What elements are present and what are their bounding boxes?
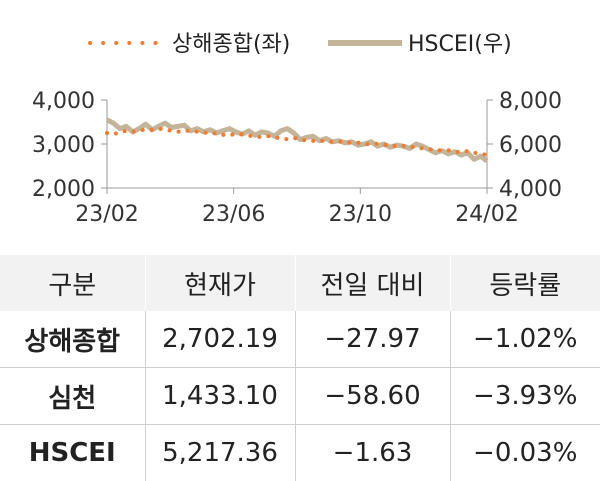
row-name: 상해종합 xyxy=(0,311,145,368)
row-rate: −3.93% xyxy=(450,368,600,425)
row-change: −58.60 xyxy=(295,368,450,425)
line-chart: 상해종합(좌) HSCEI(우) 2,000 3,000 4,000 4,000 6,000… xyxy=(0,0,600,250)
table-row: HSCEI 5,217.36 −1.63 −0.03% xyxy=(0,425,600,481)
header-category: 구분 xyxy=(0,255,145,311)
row-change: −1.63 xyxy=(295,425,450,481)
header-current-price: 현재가 xyxy=(145,255,295,311)
series-line-hscei xyxy=(107,120,487,161)
row-name: 심천 xyxy=(0,368,145,425)
row-change: −27.97 xyxy=(295,311,450,368)
y-left-tick-label: 2,000 xyxy=(32,177,95,202)
header-change: 전일 대비 xyxy=(295,255,450,311)
row-price: 1,433.10 xyxy=(145,368,295,425)
row-name: HSCEI xyxy=(0,425,145,481)
index-table: 구분 현재가 전일 대비 등락률 상해종합 2,702.19 −27.97 −1… xyxy=(0,255,600,481)
row-rate: −1.02% xyxy=(450,311,600,368)
row-price: 5,217.36 xyxy=(145,425,295,481)
series-line-shanghai xyxy=(107,129,487,155)
y-right-tick-label: 6,000 xyxy=(499,133,562,158)
y-right-tick-label: 8,000 xyxy=(499,89,562,114)
table-row: 심천 1,433.10 −58.60 −3.93% xyxy=(0,368,600,425)
row-price: 2,702.19 xyxy=(145,311,295,368)
table-row: 상해종합 2,702.19 −27.97 −1.02% xyxy=(0,311,600,368)
x-tick-label: 23/02 xyxy=(75,202,138,227)
y-left-tick-label: 4,000 xyxy=(32,89,95,114)
y-right-tick-label: 4,000 xyxy=(499,177,562,202)
legend-label-hscei: HSCEI(우) xyxy=(408,32,512,57)
y-left-tick-label: 3,000 xyxy=(32,133,95,158)
x-tick-label: 23/06 xyxy=(202,202,265,227)
x-tick-label: 24/02 xyxy=(455,202,518,227)
legend-label-shanghai: 상해종합(좌) xyxy=(172,32,290,57)
table-header-row: 구분 현재가 전일 대비 등락률 xyxy=(0,255,600,311)
x-tick-label: 23/10 xyxy=(329,202,392,227)
header-change-rate: 등락률 xyxy=(450,255,600,311)
chart-area: 상해종합(좌) HSCEI(우) 2,000 3,000 4,000 4,000 6,000… xyxy=(0,0,600,250)
row-rate: −0.03% xyxy=(450,425,600,481)
